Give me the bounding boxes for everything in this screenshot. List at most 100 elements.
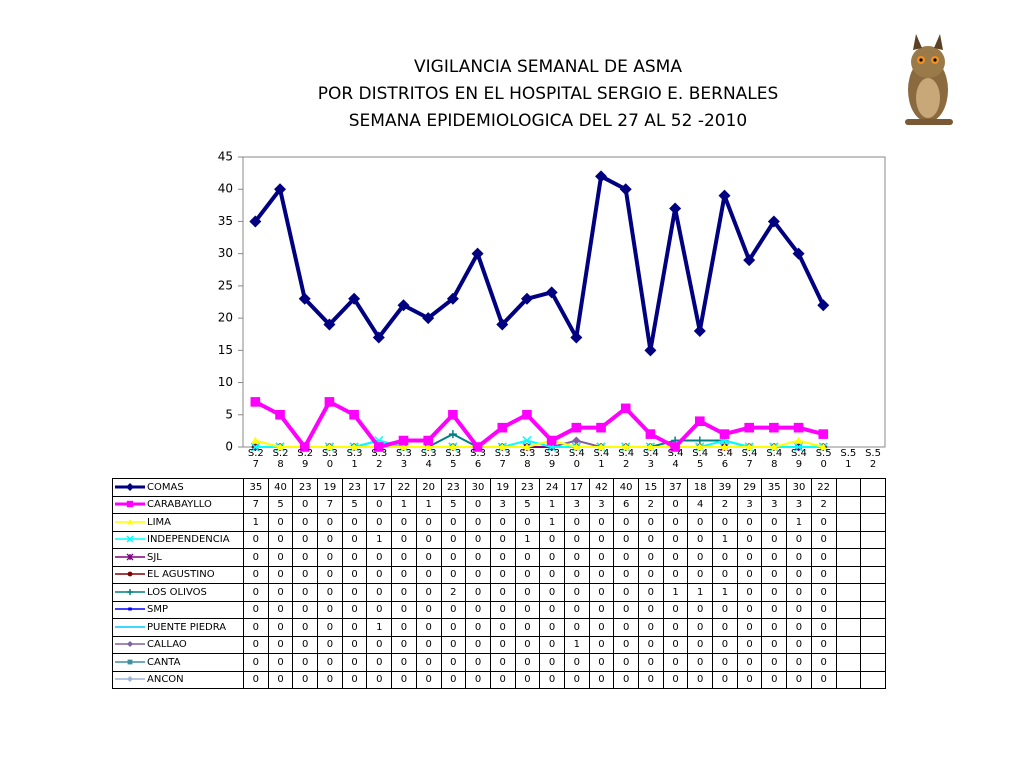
marker xyxy=(448,443,457,451)
x-tick-label: S.52 xyxy=(865,448,881,470)
x-tick-label: S.36 xyxy=(470,448,486,470)
data-table: S.27 S.28 S.29 S.30 S.31 S.32 S.33 S.34 S.35 S.36… xyxy=(112,447,886,689)
table-value: 0 xyxy=(563,530,590,549)
table-value: 0 xyxy=(638,635,664,654)
table-value: 0 xyxy=(539,670,565,689)
table-value xyxy=(835,600,862,619)
table-value: 1 xyxy=(366,618,393,637)
marker xyxy=(693,325,706,337)
table-value: 0 xyxy=(292,653,319,672)
table-value: 0 xyxy=(761,600,788,619)
x-tick-label: S.34 xyxy=(420,448,437,470)
title-line: VIGILANCIA SEMANAL DE ASMA xyxy=(414,57,682,77)
x-tick-label: S.41 xyxy=(593,448,610,470)
table-value xyxy=(860,495,886,514)
table-value xyxy=(835,513,862,532)
marker xyxy=(350,443,359,451)
table-value: 5 xyxy=(341,495,368,514)
marker xyxy=(472,442,483,452)
table-value: 0 xyxy=(366,513,393,532)
table-value: 3 xyxy=(563,495,590,514)
table-value xyxy=(860,670,886,689)
table-value: 0 xyxy=(539,653,565,672)
table-value: 0 xyxy=(761,670,788,689)
table-value: 17 xyxy=(563,478,590,497)
table-value xyxy=(835,548,862,567)
marker xyxy=(126,535,134,543)
table-value: 0 xyxy=(638,618,664,637)
table-value: 0 xyxy=(465,513,491,532)
table-value: 0 xyxy=(810,583,837,602)
table-value: 0 xyxy=(440,530,467,549)
table-value: 0 xyxy=(786,565,812,584)
table-value: 0 xyxy=(391,670,417,689)
table-value: 0 xyxy=(243,618,269,637)
table-value: 0 xyxy=(341,635,368,654)
marker xyxy=(793,422,804,433)
marker xyxy=(819,443,828,451)
table-value: 0 xyxy=(341,618,368,637)
table-value: 0 xyxy=(613,618,639,637)
table-value: 0 xyxy=(243,670,269,689)
table-value: 0 xyxy=(761,618,788,637)
legend-key xyxy=(115,571,145,577)
table-value: 0 xyxy=(687,670,714,689)
y-tick-label: 35 xyxy=(218,214,233,228)
table-value: 0 xyxy=(440,635,467,654)
marker xyxy=(446,292,459,305)
table-value: 1 xyxy=(415,495,442,514)
table-value: 0 xyxy=(638,530,664,549)
table-value: 2 xyxy=(810,495,837,514)
table-value: 0 xyxy=(366,495,393,514)
marker xyxy=(127,571,133,577)
table-value: 0 xyxy=(761,513,788,532)
table-value xyxy=(860,548,886,567)
marker xyxy=(595,170,608,183)
table-value: 0 xyxy=(391,548,417,567)
table-value: 40 xyxy=(613,478,639,497)
marker xyxy=(545,286,558,299)
table-value: 0 xyxy=(786,670,812,689)
marker xyxy=(274,183,287,196)
marker xyxy=(818,429,829,439)
marker xyxy=(644,344,657,357)
table-value: 0 xyxy=(465,618,491,637)
table-value: 0 xyxy=(489,530,516,549)
table-value: 0 xyxy=(341,565,368,584)
table-value: 22 xyxy=(810,478,837,497)
x-tick-label: S.49 xyxy=(791,448,807,470)
table-value: 0 xyxy=(613,548,639,567)
table-row: SJL 0 0 0 0 0 0 0 0 0 0 0 0 0 0 0 0 0 0 0 0 0 0 0 0 xyxy=(112,548,886,567)
x-tick-label: S.33 xyxy=(396,448,412,470)
table-value: 5 xyxy=(440,495,467,514)
table-value: 0 xyxy=(243,635,269,654)
table-value: 0 xyxy=(638,513,664,532)
marker xyxy=(397,299,410,312)
marker xyxy=(126,553,134,561)
table-value: 1 xyxy=(539,495,565,514)
table-value xyxy=(860,565,886,584)
table-value: 30 xyxy=(465,478,491,497)
table-value: 0 xyxy=(366,600,393,619)
x-tick-label: S.50 xyxy=(815,448,832,470)
y-tick-label: 15 xyxy=(218,343,233,357)
table-value: 0 xyxy=(638,548,664,567)
marker xyxy=(597,443,606,451)
owl-image xyxy=(905,34,953,125)
marker xyxy=(695,416,705,427)
table-value xyxy=(835,495,862,514)
table-value: 0 xyxy=(514,653,541,672)
series-line xyxy=(255,439,824,448)
marker xyxy=(743,254,756,267)
table-value: 0 xyxy=(243,653,269,672)
x-tick-label: S.32 xyxy=(371,448,388,470)
table-value: 0 xyxy=(736,565,763,584)
table-value: 0 xyxy=(563,583,590,602)
table-value: 0 xyxy=(761,548,788,567)
table-value: 1 xyxy=(563,635,590,654)
table-value: 0 xyxy=(539,565,565,584)
x-tick-label: S.46 xyxy=(716,448,733,470)
table-value: 0 xyxy=(415,670,442,689)
table-value: 0 xyxy=(489,513,516,532)
table-value: 0 xyxy=(736,618,763,637)
